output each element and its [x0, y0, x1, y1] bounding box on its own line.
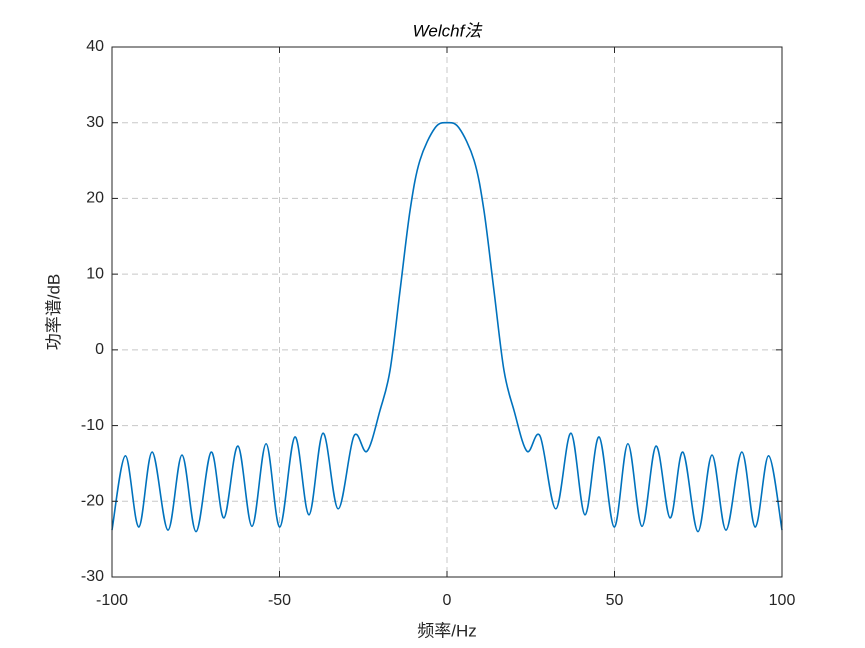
y-tick-label: -30	[81, 568, 104, 585]
y-tick-label: 30	[86, 114, 104, 131]
x-axis-label: 频率/Hz	[417, 621, 477, 640]
y-tick-label: -20	[81, 493, 104, 510]
y-axis-label: 功率谱/dB	[44, 274, 63, 351]
x-tick-label: -50	[268, 592, 291, 609]
chart-title: Welchf法	[413, 21, 484, 40]
y-tick-label: 20	[86, 190, 104, 207]
y-tick-label: 40	[86, 38, 104, 55]
y-tick-label: 10	[86, 265, 104, 282]
line-series	[111, 121, 783, 533]
x-tick-label: 0	[443, 592, 452, 609]
y-tick-label: -10	[81, 417, 104, 434]
x-tick-label: 100	[769, 592, 796, 609]
y-tick-label: 0	[95, 341, 104, 358]
x-tick-label: 50	[606, 592, 624, 609]
x-tick-label: -100	[96, 592, 128, 609]
